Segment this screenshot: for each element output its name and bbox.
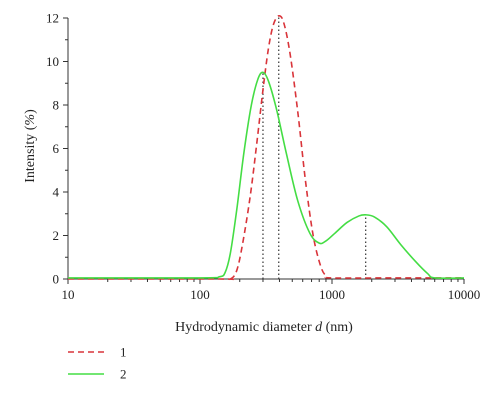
x-tick-label: 100 (190, 287, 210, 302)
y-tick-label: 4 (53, 185, 60, 200)
series-2-line (67, 71, 465, 280)
y-tick-label: 6 (53, 141, 60, 156)
y-axis-title: Intensity (%) (23, 109, 38, 183)
reference-lines (262, 15, 367, 279)
x-tick-label: 10000 (448, 287, 481, 302)
x-tick-label: 10 (62, 287, 75, 302)
axes (63, 17, 465, 284)
series-1-line (68, 14, 464, 281)
series-group (67, 14, 465, 281)
y-tick-label: 8 (53, 98, 60, 113)
legend-label: 1 (120, 345, 127, 360)
y-tick-label: 0 (53, 272, 60, 287)
y-tick-label: 12 (46, 11, 59, 26)
x-tick-label: 1000 (319, 287, 345, 302)
y-tick-label: 2 (53, 228, 60, 243)
legend: 12 (68, 345, 127, 382)
legend-label: 2 (120, 367, 127, 382)
y-tick-label: 10 (46, 54, 59, 69)
x-axis-title: Hydrodynamic diameter d (nm) (175, 320, 353, 335)
tick-labels: 0 2 4 6 8 10 12 10 100 1000 10000 (46, 11, 480, 303)
